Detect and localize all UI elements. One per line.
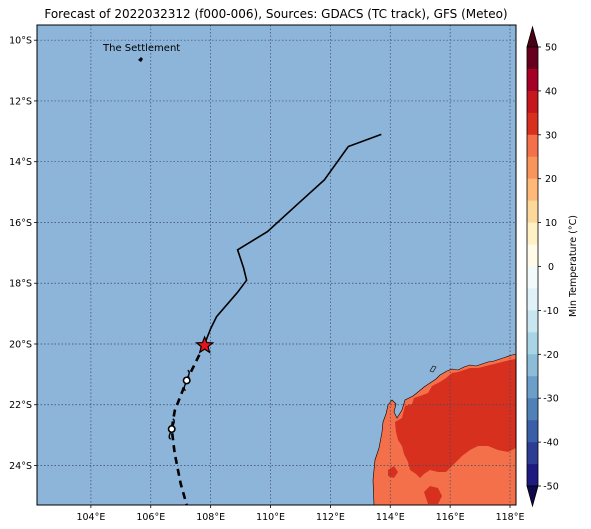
colorbar-band bbox=[527, 420, 538, 443]
colorbar-tick-label: 40 bbox=[545, 86, 557, 97]
lat-tick-label: 22°S bbox=[9, 400, 32, 411]
land-temperature-30-35-patch bbox=[424, 486, 442, 504]
longitude-axis: 104°E 106°E 108°E 110°E 112°E 114°E 116°E 118°E bbox=[76, 505, 524, 523]
cyclone-symbol-arm bbox=[172, 418, 175, 427]
colorbar-tick-label: 30 bbox=[545, 130, 557, 141]
lon-tick-label: 110°E bbox=[256, 512, 285, 523]
colorbar-tick-label: 0 bbox=[548, 262, 554, 273]
lon-tick-label: 118°E bbox=[496, 512, 525, 523]
colorbar-tick-label: 50 bbox=[545, 43, 557, 54]
colorbar-band bbox=[527, 398, 538, 421]
colorbar-band bbox=[527, 222, 538, 245]
colorbar-bands bbox=[526, 46, 539, 487]
lon-tick-label: 108°E bbox=[196, 512, 225, 523]
map-panel[interactable]: The Settlement bbox=[36, 24, 517, 506]
colorbar-label: Min Temperature (°C) bbox=[568, 215, 579, 317]
colorbar-band bbox=[527, 442, 538, 465]
lat-tick-label: 10°S bbox=[9, 36, 32, 47]
colorbar-tick-label: -40 bbox=[543, 438, 559, 449]
figure-title: Forecast of 2022032312 (f000-006), Sourc… bbox=[44, 7, 508, 21]
colorbar: 50 40 30 20 10 0 -10 -20 -30 -40 -50 Min Temperatu… bbox=[526, 25, 579, 508]
tc-past-track bbox=[203, 133, 382, 345]
lon-tick-label: 116°E bbox=[436, 512, 465, 523]
colorbar-tick-label: -50 bbox=[543, 482, 559, 493]
lat-tick-label: 12°S bbox=[9, 96, 32, 107]
tc-forecast-track bbox=[170, 343, 206, 505]
cyclone-symbol-arm bbox=[168, 431, 172, 440]
colorbar-tick-label: 20 bbox=[545, 174, 557, 185]
australia-landmass bbox=[372, 353, 516, 505]
lat-tick-label: 16°S bbox=[9, 218, 32, 229]
colorbar-band bbox=[527, 68, 538, 92]
land-temperature-30-35 bbox=[395, 359, 516, 478]
land-temperature-30-35-patch bbox=[388, 466, 398, 478]
colorbar-band bbox=[527, 464, 538, 487]
colorbar-band bbox=[527, 47, 538, 70]
lon-tick-label: 106°E bbox=[136, 512, 165, 523]
cyclone-symbol-arm bbox=[183, 383, 187, 392]
colorbar-band bbox=[527, 178, 538, 201]
lon-tick-label: 104°E bbox=[76, 512, 105, 523]
map-frame bbox=[36, 24, 517, 506]
cyclone-symbol-arm bbox=[187, 369, 190, 378]
tc-forecast-symbols bbox=[167, 369, 191, 440]
colorbar-band bbox=[527, 332, 538, 355]
lat-tick-label: 20°S bbox=[9, 339, 32, 350]
tc-current-position-star[interactable] bbox=[194, 335, 215, 354]
lat-tick-label: 18°S bbox=[9, 279, 32, 290]
colorbar-band bbox=[527, 266, 538, 289]
colorbar-band bbox=[527, 112, 538, 136]
lon-tick-label: 114°E bbox=[376, 512, 405, 523]
colorbar-extend-max bbox=[526, 25, 539, 48]
lat-tick-label: 24°S bbox=[9, 461, 32, 472]
colorbar-tick-label: -20 bbox=[543, 350, 559, 361]
lat-tick-label: 14°S bbox=[9, 157, 32, 168]
colorbar-band bbox=[527, 354, 538, 377]
colorbar-band bbox=[527, 310, 538, 333]
coastline bbox=[372, 353, 516, 505]
colorbar-band bbox=[527, 134, 538, 158]
colorbar-tick-label: -10 bbox=[543, 306, 559, 317]
cyclone-symbol bbox=[167, 418, 176, 440]
christmas-island bbox=[138, 57, 143, 62]
colorbar-band bbox=[527, 376, 538, 399]
colorbar-band bbox=[527, 244, 538, 267]
island-outline bbox=[429, 365, 437, 373]
colorbar-tick-label: 10 bbox=[545, 218, 557, 229]
colorbar-band bbox=[527, 90, 538, 114]
colorbar-band bbox=[527, 288, 538, 311]
colorbar-extend-min bbox=[526, 485, 539, 508]
latitude-axis: 10°S 12°S 14°S 16°S 18°S 20°S 22°S 24°S bbox=[9, 36, 37, 472]
place-label-settlement: The Settlement bbox=[102, 43, 180, 54]
lon-tick-label: 112°E bbox=[316, 512, 345, 523]
colorbar-band bbox=[527, 156, 538, 179]
colorbar-tick-label: -30 bbox=[543, 394, 559, 405]
cyclone-symbol-eye bbox=[182, 376, 191, 385]
island-shape bbox=[138, 57, 143, 62]
colorbar-band bbox=[527, 200, 538, 223]
cyclone-symbol-eye bbox=[167, 425, 176, 434]
cyclone-symbol bbox=[182, 369, 191, 392]
colorbar-ticks: 50 40 30 20 10 0 -10 -20 -30 -40 -50 bbox=[538, 43, 559, 493]
